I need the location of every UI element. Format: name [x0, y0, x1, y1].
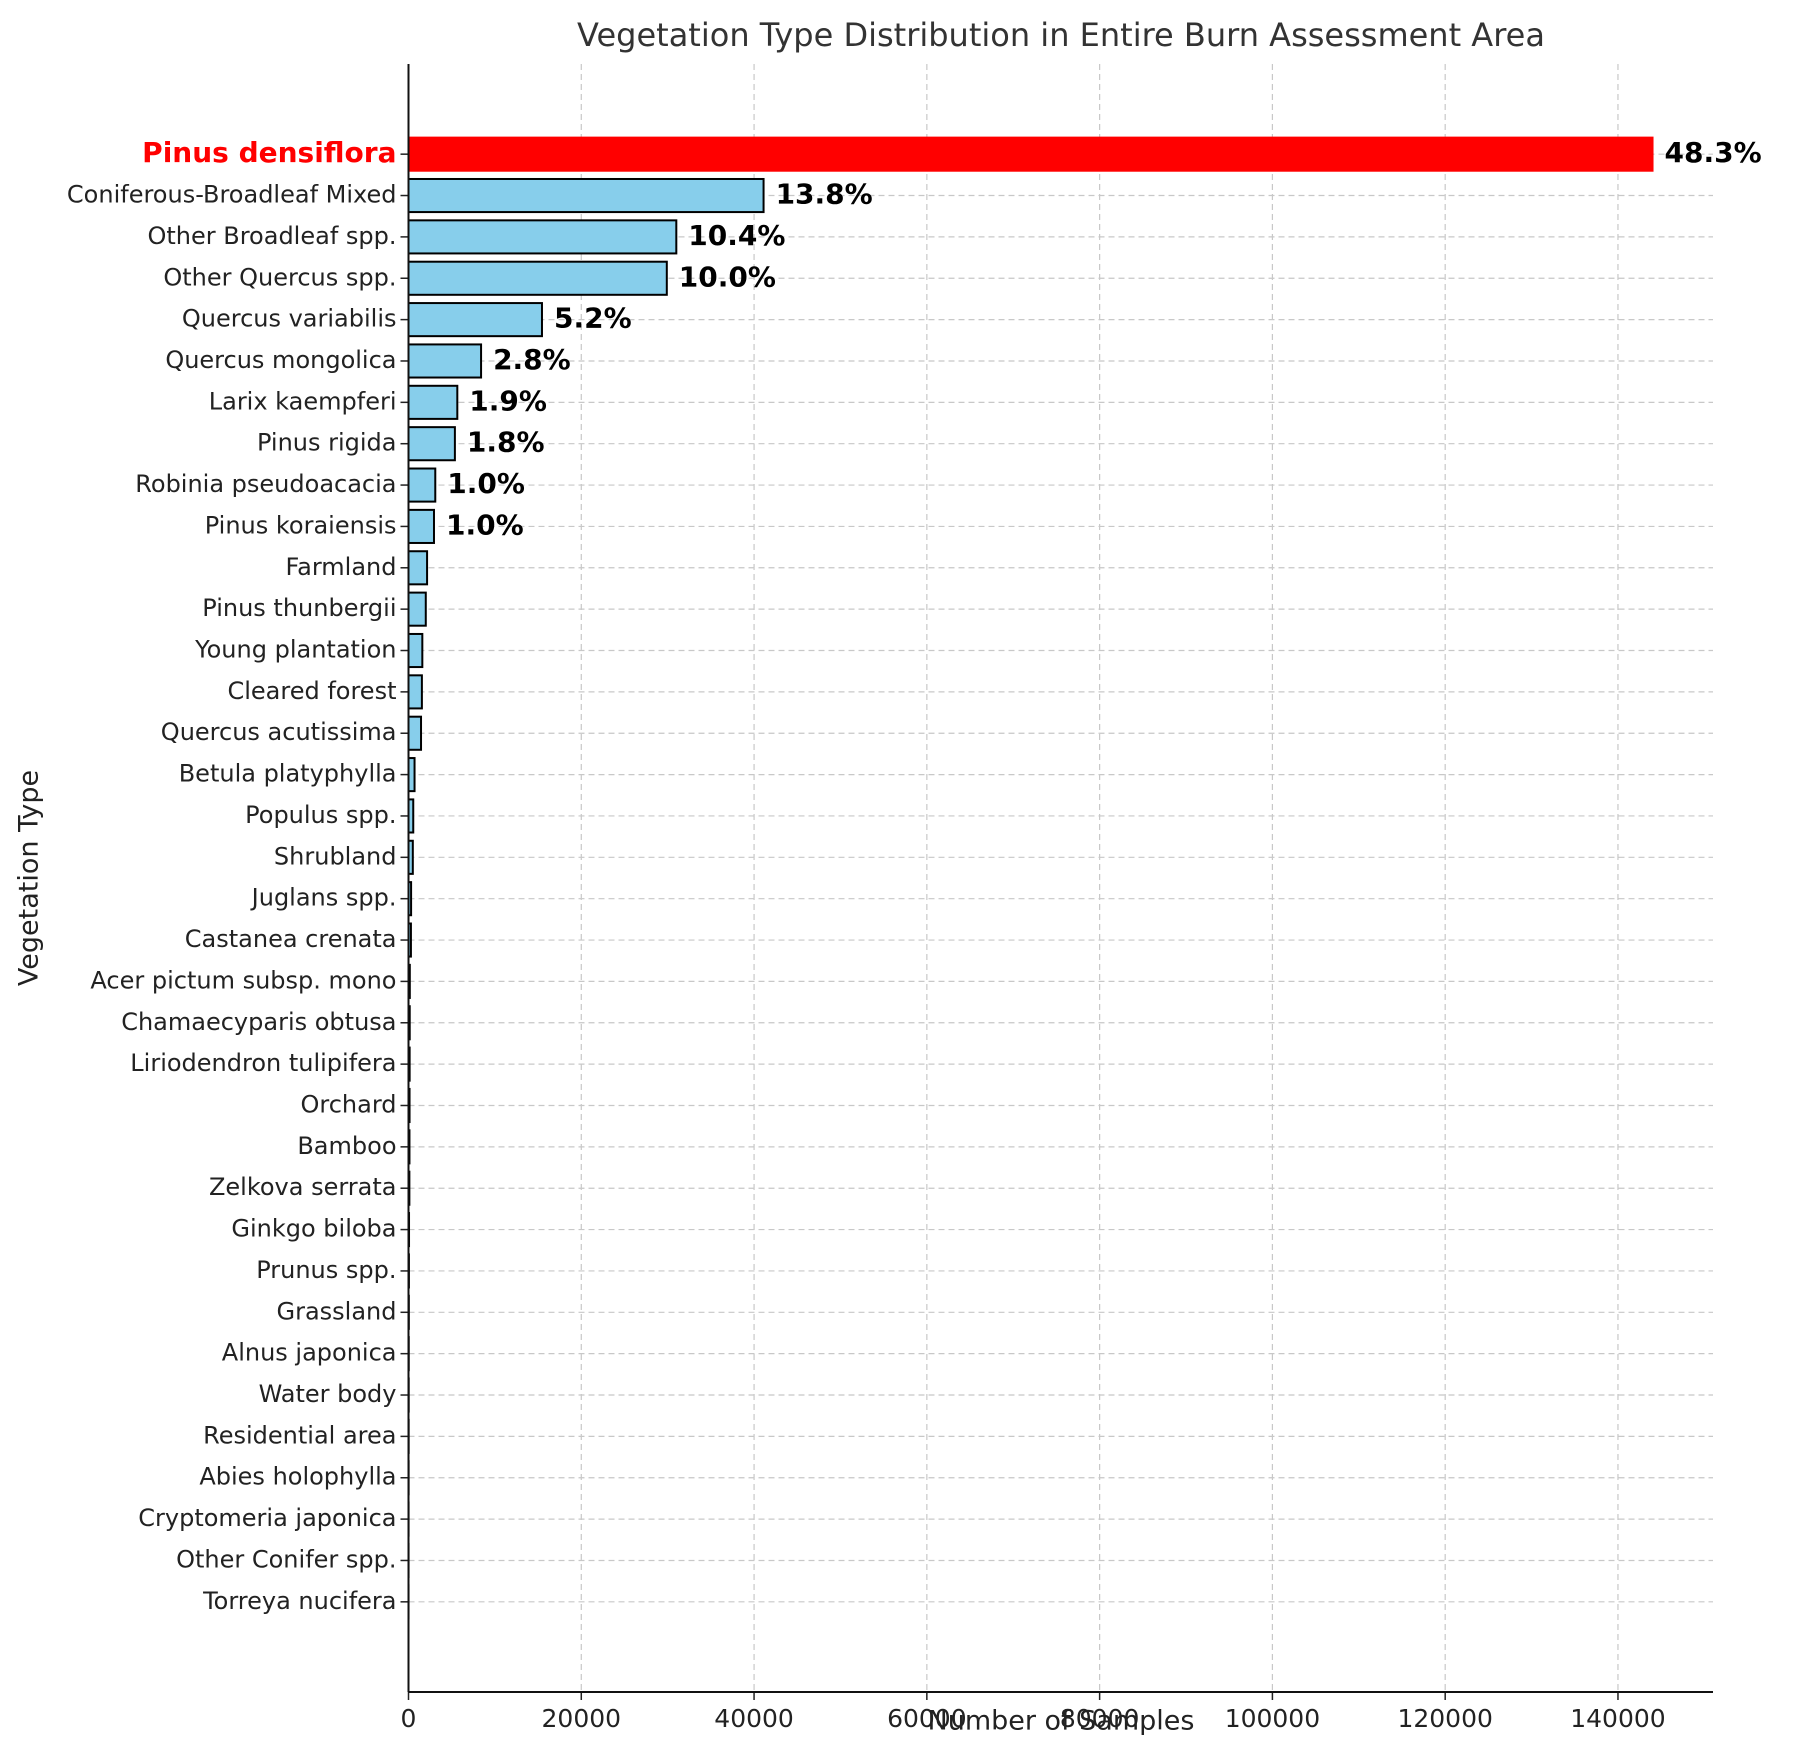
y-tick-label: Pinus koraiensis [205, 511, 397, 539]
y-tick-label: Residential area [203, 1421, 396, 1449]
data-label: 1.8% [467, 426, 545, 459]
data-label: 1.0% [446, 508, 524, 541]
bar [407, 136, 1654, 172]
y-tick-label: Abies holophylla [199, 1463, 396, 1491]
data-label: 2.8% [493, 343, 571, 376]
y-tick-label: Coniferous-Broadleaf Mixed [67, 181, 397, 209]
y-tick-label: Young plantation [194, 636, 396, 664]
y-tick-label: Alnus japonica [222, 1339, 397, 1367]
y-tick-label: Zelkova serrata [209, 1173, 397, 1201]
bar [407, 343, 483, 379]
y-tick-label: Castanea crenata [185, 925, 397, 953]
y-tick-label: Other Conifer spp. [176, 1545, 396, 1573]
bar [407, 632, 424, 669]
bar [407, 260, 668, 296]
y-tick-label: Shrubland [274, 842, 397, 870]
bar [407, 177, 765, 214]
data-label: 48.3% [1665, 136, 1762, 169]
y-tick-label: Liriodendron tulipifera [130, 1049, 396, 1077]
y-tick-label: Water body [259, 1380, 397, 1408]
y-tick-label: Grassland [277, 1297, 397, 1325]
y-tick-label: Betula platyphylla [179, 760, 397, 788]
x-tick-label: 0 [401, 1704, 417, 1733]
bar [407, 674, 423, 710]
y-tick-label: Pinus rigida [257, 429, 397, 457]
bar [407, 384, 459, 420]
y-tick-label: Orchard [300, 1090, 396, 1118]
bar [407, 426, 456, 462]
y-tick-label: Robinia pseudoacacia [135, 470, 396, 498]
y-tick-label: Ginkgo biloba [231, 1215, 396, 1243]
x-tick-label: 60000 [887, 1704, 967, 1733]
y-tick-label: Pinus thunbergii [202, 594, 396, 622]
y-tick-label: Prunus spp. [256, 1256, 396, 1284]
y-tick-label: Cleared forest [227, 677, 396, 705]
y-tick-label: Quercus acutissima [161, 718, 397, 746]
x-axis-label: Number of Samples [928, 1706, 1195, 1737]
y-tick-label: Cryptomeria japonica [138, 1504, 396, 1532]
y-tick-label: Chamaecyparis obtusa [121, 1008, 396, 1036]
y-tick-label: Farmland [286, 553, 397, 581]
x-tick-label: 140000 [1570, 1704, 1665, 1733]
y-tick-label: Juglans spp. [250, 884, 397, 912]
data-label: 1.0% [447, 467, 525, 500]
x-tick-label: 100000 [1225, 1704, 1320, 1733]
y-tick-label: Larix kaempferi [209, 387, 397, 415]
x-tick-label: 40000 [714, 1704, 794, 1733]
bar [407, 715, 423, 751]
y-tick-label: Acer pictum subsp. mono [90, 966, 396, 994]
y-tick-label: Torreya nucifera [202, 1587, 396, 1615]
y-axis-label: Vegetation Type [14, 770, 45, 986]
chart-title: Vegetation Type Distribution in Entire B… [577, 16, 1545, 54]
x-tick-label: 20000 [542, 1704, 622, 1733]
y-tick-label: Pinus densiflora [142, 136, 396, 169]
bar [407, 467, 437, 503]
data-label: 1.9% [469, 384, 547, 417]
y-tick-label: Other Quercus spp. [163, 263, 396, 291]
x-tick-label: 80000 [1060, 1704, 1140, 1733]
x-tick-label: 120000 [1397, 1704, 1492, 1733]
y-tick-label: Other Broadleaf spp. [147, 222, 396, 250]
data-label: 5.2% [554, 302, 632, 335]
bar [407, 550, 429, 586]
data-label: 10.4% [688, 219, 785, 252]
data-label: 10.0% [679, 260, 776, 293]
bar [407, 302, 543, 338]
y-tick-label: Quercus mongolica [165, 346, 396, 374]
y-tick-label: Quercus variabilis [182, 305, 397, 333]
y-tick-label: Populus spp. [245, 801, 396, 829]
bar [407, 219, 678, 255]
data-label: 13.8% [776, 178, 873, 211]
y-tick-label: Bamboo [297, 1132, 396, 1160]
bar [407, 591, 427, 627]
bar [407, 508, 435, 544]
